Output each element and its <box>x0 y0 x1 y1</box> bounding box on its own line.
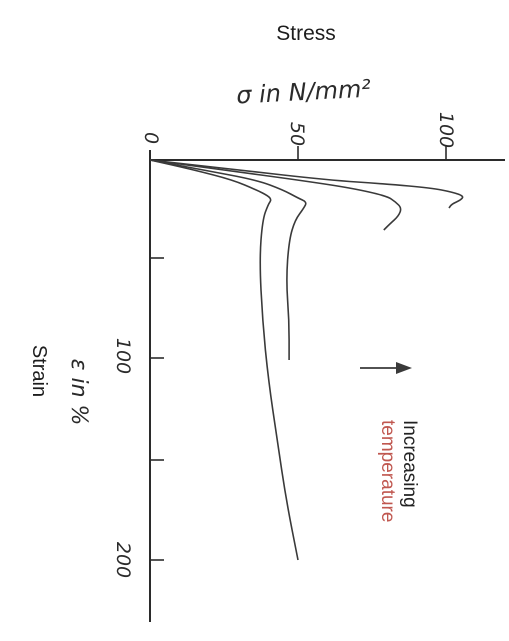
curve-series-3 <box>149 159 307 360</box>
strain-tick-label-100: 100 <box>112 338 134 374</box>
curve-series-4 <box>149 159 299 561</box>
stress-title: Stress <box>276 22 336 45</box>
stress-unit-label: σ in N/mm² <box>236 74 372 109</box>
strain-tick-label-200: 200 <box>112 542 134 578</box>
stress-tick-label-0: 0 <box>140 132 162 144</box>
annotation-temperature: temperature <box>377 420 398 522</box>
increasing-temperature-arrow <box>360 362 412 374</box>
stress-tick-label-50: 50 <box>286 122 308 146</box>
stress-tick-label-100: 100 <box>435 112 457 148</box>
stress-strain-curves <box>149 159 464 561</box>
curve-series-1 <box>149 159 464 209</box>
curve-series-2 <box>149 159 402 231</box>
strain-unit-label: ε in % <box>66 359 91 426</box>
annotation-increasing: Increasing <box>399 420 420 508</box>
strain-title: Strain <box>28 345 50 397</box>
